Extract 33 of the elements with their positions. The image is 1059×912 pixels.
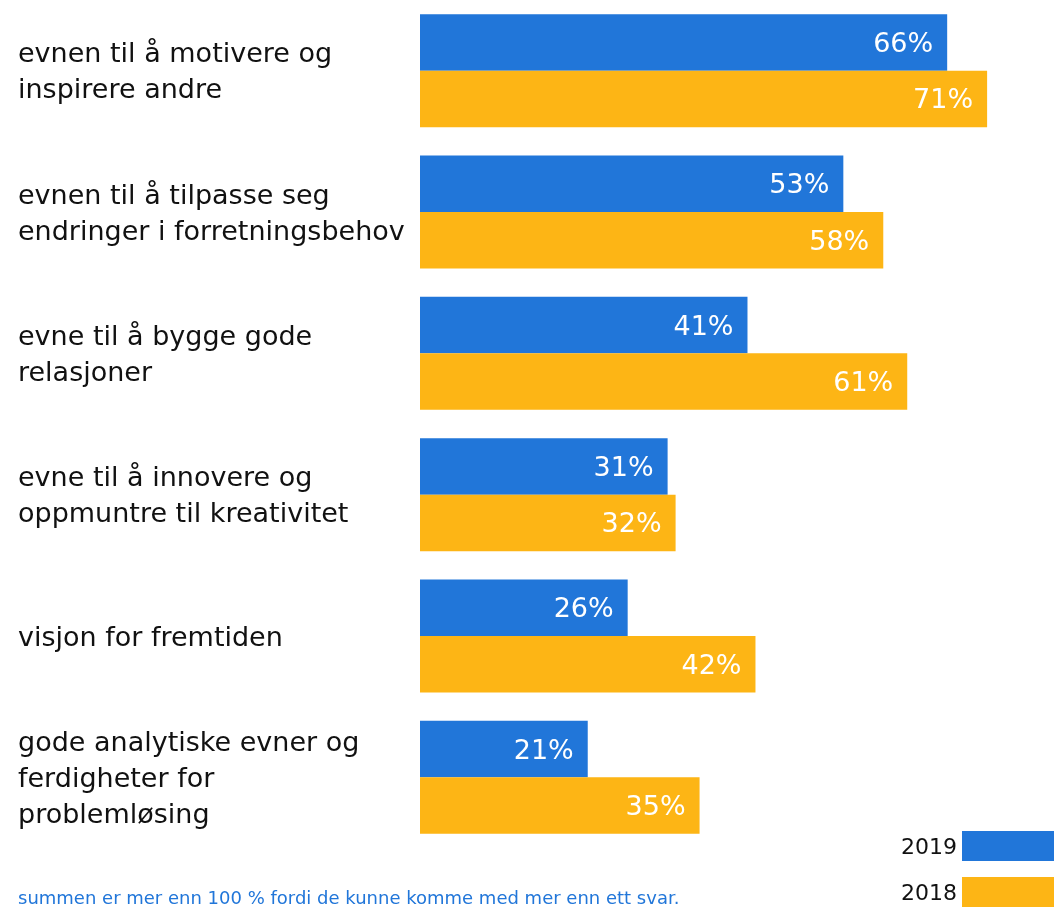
bar — [420, 579, 628, 636]
bar — [420, 70, 988, 128]
bar — [420, 720, 588, 778]
data-label: 21% — [513, 733, 574, 765]
text: summen er mer enn 100 % fordi de kunne komme med mer enn ett svar. — [18, 886, 680, 908]
bar — [420, 494, 676, 552]
data-label: 35% — [625, 790, 686, 822]
y-tick-label: evnen til å motivere og inspirere andre — [18, 37, 341, 105]
y-tick-label: visjon for fremtiden — [18, 620, 283, 652]
bar — [420, 212, 884, 269]
data-label: 71% — [913, 83, 974, 115]
data-label: 61% — [833, 366, 894, 398]
bar — [420, 777, 700, 834]
bar — [420, 296, 748, 354]
data-label: 58% — [809, 224, 870, 256]
legend-label: 2019 — [901, 833, 957, 859]
y-tick-label: evne til å bygge gode relasjoner — [18, 319, 321, 387]
bar — [420, 155, 844, 212]
data-label: 31% — [593, 450, 654, 482]
y-tick-label: evne til å innovere og oppmuntre til kreativitet — [18, 461, 349, 529]
data-label: 32% — [601, 507, 662, 539]
data-label: 41% — [673, 309, 734, 341]
data-label: 66% — [873, 26, 934, 58]
y-tick-label: gode analytiske evner og ferdigheter for problemløsing — [18, 725, 368, 829]
bar — [420, 14, 948, 71]
data-label: 26% — [553, 592, 614, 624]
bar — [420, 353, 908, 410]
y-tick-label: evnen til å tilpasse seg endringer i forretningsbehov — [18, 178, 405, 246]
bar — [420, 636, 756, 693]
data-label: 42% — [681, 648, 742, 680]
bar — [420, 438, 668, 495]
data-label: 53% — [769, 168, 830, 200]
legend-label: 2018 — [901, 879, 957, 905]
